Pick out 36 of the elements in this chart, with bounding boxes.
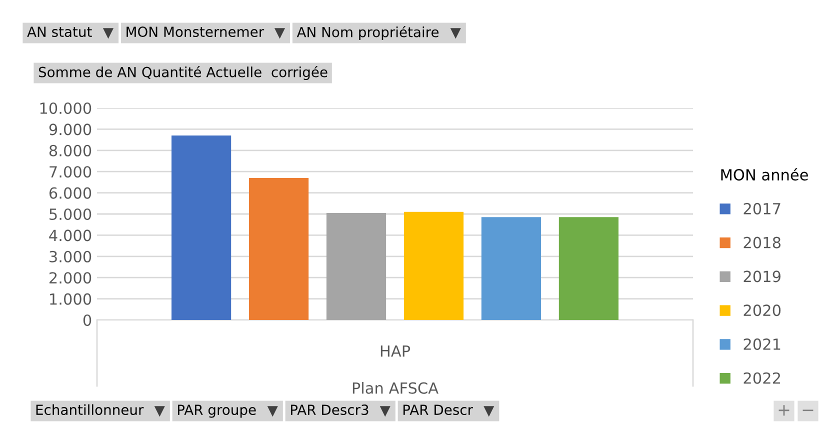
legend-label: 2020 bbox=[744, 304, 781, 316]
text: PAR groupe bbox=[178, 404, 256, 418]
legend-label: 2019 bbox=[744, 270, 780, 282]
text: Echantillonneur bbox=[36, 404, 144, 416]
y-tick-label: 9.000 bbox=[49, 124, 92, 136]
y-tick-label: 8.000 bbox=[49, 144, 92, 156]
bar bbox=[248, 178, 309, 320]
text: AN Nom propriétaire bbox=[296, 26, 439, 40]
y-tick-label: 4.000 bbox=[49, 230, 92, 242]
text: + bbox=[778, 405, 790, 416]
text: − bbox=[802, 410, 814, 412]
legend-title: MON année bbox=[721, 168, 808, 181]
bar bbox=[481, 217, 542, 320]
y-tick-label: 3.000 bbox=[50, 250, 92, 262]
y-tick-label: 6.000 bbox=[49, 187, 92, 199]
y-tick-label: 0 bbox=[83, 314, 92, 326]
x-axis-title: Plan AFSCA bbox=[352, 382, 438, 394]
x-tick-label: HAP bbox=[380, 345, 410, 357]
legend-label: 2018 bbox=[744, 236, 780, 248]
y-tick-label: 2.000 bbox=[50, 272, 92, 284]
text: PAR Descr3 bbox=[290, 404, 368, 416]
bar bbox=[404, 212, 464, 320]
legend-label: 2022 bbox=[744, 372, 780, 384]
text: Somme de AN Quantité Actuelle corrigée bbox=[38, 66, 328, 80]
text: MON Monsternemer bbox=[126, 26, 264, 38]
y-tick-label: 7.000 bbox=[50, 166, 92, 178]
y-tick-label: 1.000 bbox=[50, 293, 92, 305]
legend-label: 2017 bbox=[744, 202, 780, 214]
y-tick-label: 5.000 bbox=[50, 208, 92, 220]
text: AN statut bbox=[27, 26, 92, 38]
bar bbox=[326, 212, 386, 320]
text: PAR Descr bbox=[403, 404, 474, 416]
bar bbox=[172, 136, 232, 320]
y-tick-label: 10.000 bbox=[40, 102, 92, 114]
legend-label: 2021 bbox=[744, 338, 780, 350]
bar bbox=[558, 217, 618, 320]
